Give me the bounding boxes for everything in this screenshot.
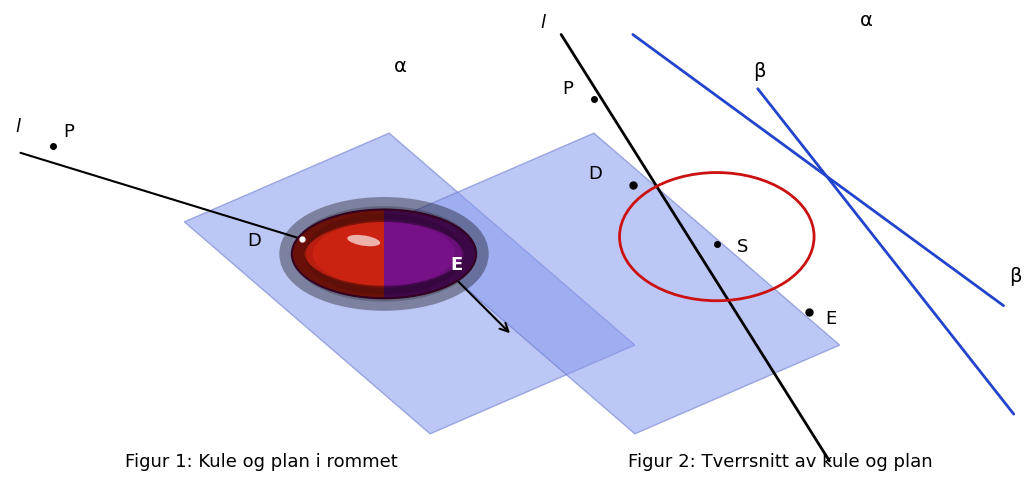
Text: Figur 1: Kule og plan i rommet: Figur 1: Kule og plan i rommet xyxy=(125,453,397,471)
Text: E: E xyxy=(451,256,463,274)
Text: Figur 2: Tverrsnitt av kule og plan: Figur 2: Tverrsnitt av kule og plan xyxy=(628,453,933,471)
Wedge shape xyxy=(292,210,384,298)
Text: α: α xyxy=(860,10,873,30)
Text: α: α xyxy=(394,57,408,76)
Text: β: β xyxy=(1009,267,1021,285)
Text: D: D xyxy=(588,165,602,182)
Polygon shape xyxy=(389,133,840,434)
Text: P: P xyxy=(63,122,75,141)
Text: l: l xyxy=(15,117,20,136)
Text: l: l xyxy=(541,14,546,32)
Ellipse shape xyxy=(347,235,380,246)
Polygon shape xyxy=(184,133,635,434)
Wedge shape xyxy=(384,210,476,298)
Text: P: P xyxy=(562,80,573,98)
Text: S: S xyxy=(737,239,749,256)
Text: β: β xyxy=(753,62,765,81)
Text: D: D xyxy=(247,232,261,249)
Text: E: E xyxy=(825,311,837,328)
